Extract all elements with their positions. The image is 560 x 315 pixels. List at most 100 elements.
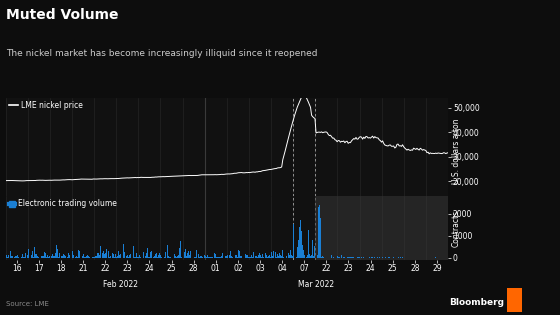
- Bar: [53, 256, 54, 258]
- Bar: [298, 240, 299, 258]
- Bar: [180, 241, 181, 258]
- Bar: [99, 255, 100, 258]
- Bar: [219, 256, 220, 258]
- Bar: [265, 255, 267, 258]
- Bar: [268, 256, 269, 258]
- Bar: [85, 257, 86, 258]
- Bar: [41, 256, 43, 258]
- Bar: [382, 257, 383, 258]
- Bar: [159, 253, 160, 258]
- Bar: [62, 256, 63, 258]
- Bar: [245, 254, 246, 258]
- Bar: [124, 252, 125, 258]
- Bar: [160, 255, 161, 258]
- Bar: [64, 255, 65, 258]
- Bar: [234, 255, 235, 258]
- Bar: [264, 253, 265, 258]
- Bar: [351, 257, 352, 258]
- Bar: [338, 257, 339, 258]
- Bar: [212, 257, 213, 258]
- Bar: [7, 257, 8, 258]
- Bar: [297, 247, 298, 258]
- Bar: [59, 253, 60, 258]
- Bar: [289, 255, 290, 258]
- Bar: [374, 257, 375, 258]
- Bar: [190, 251, 191, 258]
- Bar: [301, 231, 302, 258]
- Bar: [331, 255, 332, 258]
- Bar: [263, 257, 264, 258]
- Bar: [230, 251, 231, 258]
- Bar: [152, 257, 153, 258]
- Bar: [274, 252, 276, 258]
- Bar: [177, 256, 178, 258]
- Bar: [114, 257, 115, 258]
- Bar: [187, 253, 188, 258]
- Bar: [232, 257, 234, 258]
- Bar: [359, 257, 360, 258]
- Legend: Electronic trading volume: Electronic trading volume: [8, 198, 118, 209]
- Bar: [270, 257, 271, 258]
- Bar: [25, 253, 26, 258]
- Bar: [111, 253, 113, 258]
- Bar: [136, 254, 137, 258]
- Bar: [96, 256, 97, 258]
- Bar: [115, 254, 116, 258]
- Bar: [147, 248, 148, 258]
- Bar: [36, 255, 37, 258]
- Bar: [6, 255, 7, 258]
- Bar: [308, 230, 309, 258]
- Bar: [157, 257, 158, 258]
- Bar: [17, 255, 18, 258]
- Bar: [119, 255, 120, 258]
- Bar: [104, 254, 105, 258]
- Text: Contracts: Contracts: [452, 210, 461, 247]
- Bar: [239, 251, 240, 258]
- Bar: [93, 257, 94, 258]
- Bar: [35, 254, 36, 258]
- Bar: [148, 257, 149, 258]
- Bar: [337, 256, 338, 258]
- Bar: [272, 256, 273, 258]
- Bar: [24, 257, 25, 258]
- Bar: [23, 257, 24, 258]
- Bar: [352, 257, 353, 258]
- Bar: [133, 246, 134, 258]
- Bar: [120, 254, 122, 258]
- Bar: [238, 249, 239, 258]
- Bar: [291, 255, 292, 258]
- Bar: [27, 255, 28, 258]
- Bar: [231, 256, 232, 258]
- Bar: [126, 255, 127, 258]
- Bar: [49, 255, 50, 258]
- Bar: [292, 256, 293, 258]
- Bar: [113, 254, 114, 258]
- Bar: [105, 253, 106, 258]
- Bar: [320, 218, 321, 258]
- Bar: [165, 252, 166, 258]
- Bar: [100, 246, 101, 258]
- Bar: [267, 257, 268, 258]
- Bar: [302, 244, 303, 258]
- Bar: [43, 256, 44, 258]
- Bar: [34, 247, 35, 258]
- Bar: [134, 257, 135, 258]
- Bar: [75, 257, 76, 258]
- Bar: [185, 249, 186, 258]
- Bar: [11, 256, 12, 258]
- Bar: [55, 253, 56, 258]
- Bar: [48, 257, 49, 258]
- Bar: [241, 256, 242, 258]
- Bar: [200, 256, 201, 258]
- Bar: [229, 255, 230, 258]
- Bar: [117, 256, 118, 258]
- Bar: [108, 251, 109, 258]
- Bar: [333, 257, 334, 258]
- Bar: [346, 257, 347, 258]
- Bar: [220, 257, 221, 258]
- Bar: [21, 257, 22, 258]
- Bar: [208, 257, 209, 258]
- Bar: [130, 254, 132, 258]
- Bar: [168, 256, 169, 258]
- Bar: [315, 196, 448, 260]
